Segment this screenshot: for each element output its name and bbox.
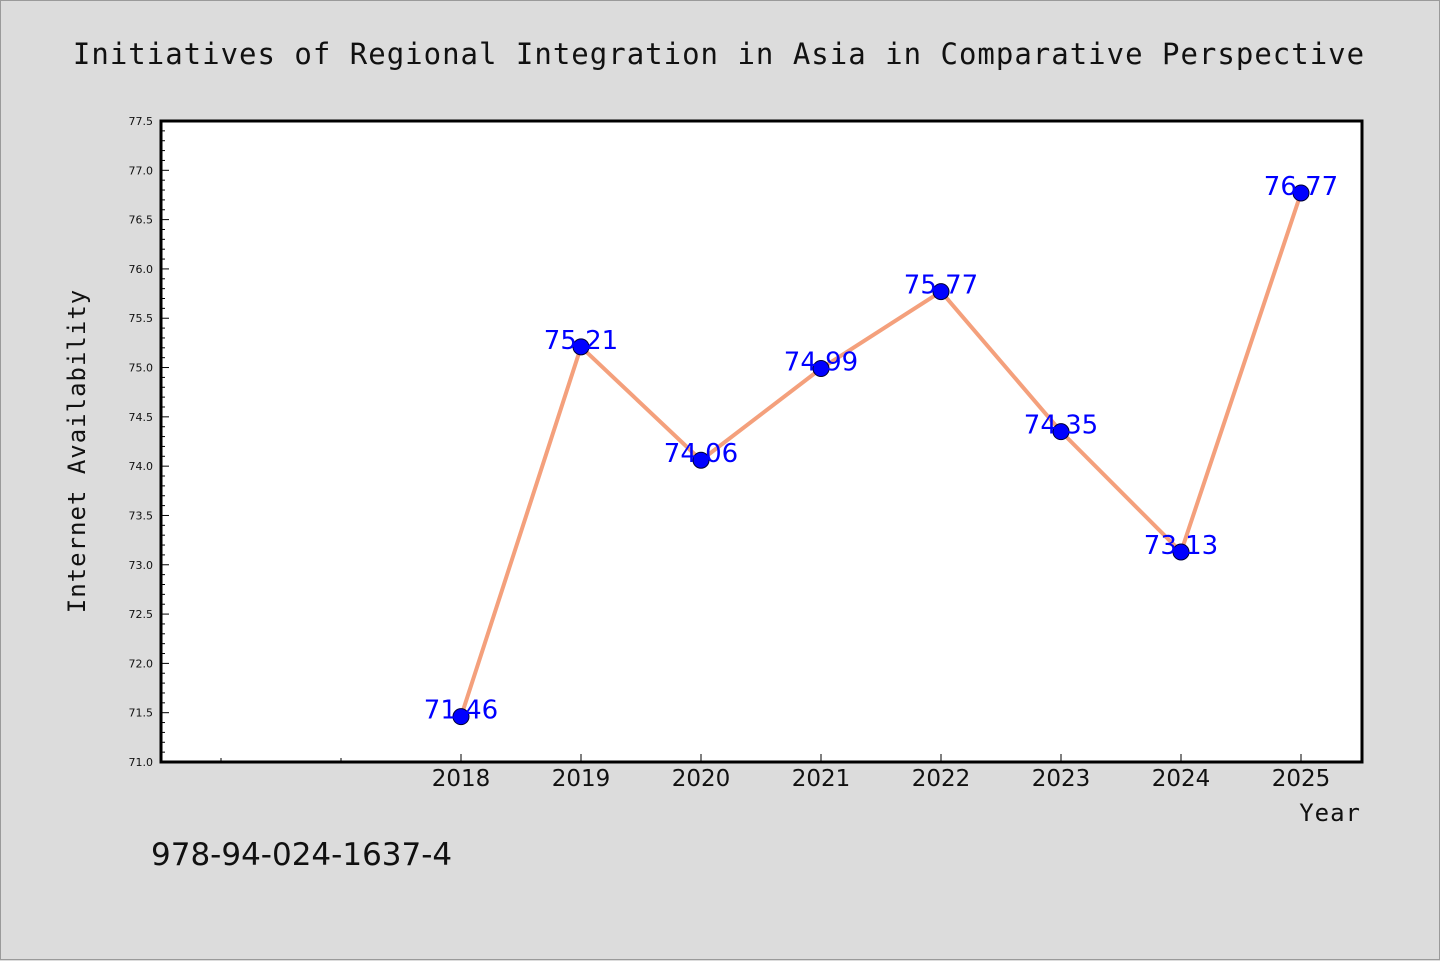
series-markers xyxy=(452,184,1310,726)
data-label: 73.13 xyxy=(1144,531,1218,561)
x-tick-label: 2021 xyxy=(792,766,851,792)
y-tick-label: 72.5 xyxy=(129,608,154,621)
data-label: 74.06 xyxy=(664,439,738,469)
data-point xyxy=(812,360,830,378)
data-point xyxy=(1292,184,1310,202)
y-tick-label: 76.0 xyxy=(129,263,154,276)
y-tick-label: 77.5 xyxy=(129,115,154,128)
y-tick-label: 72.0 xyxy=(129,657,154,670)
chart-title: Initiatives of Regional Integration in A… xyxy=(73,37,1365,71)
y-tick-label: 74.0 xyxy=(129,460,154,473)
x-tick-label: 2024 xyxy=(1152,766,1211,792)
x-axis: 2018 2019 2020 2021 2022 2023 2024 2025 xyxy=(220,754,1331,792)
y-tick-label: 73.5 xyxy=(129,509,154,522)
data-label: 75.77 xyxy=(904,271,978,301)
data-point xyxy=(932,283,950,301)
y-axis-title: Internet Availability xyxy=(63,289,91,613)
x-tick-label: 2019 xyxy=(552,766,611,792)
y-tick-label: 76.5 xyxy=(129,214,154,227)
y-tick-label: 71.5 xyxy=(129,707,154,720)
x-tick-label: 2018 xyxy=(432,766,491,792)
data-label: 74.35 xyxy=(1024,411,1098,441)
y-tick-label: 74.5 xyxy=(129,411,154,424)
x-tick-label: 2023 xyxy=(1032,766,1091,792)
x-tick-label: 2020 xyxy=(672,766,731,792)
x-tick-label: 2025 xyxy=(1272,766,1331,792)
y-tick-label: 77.0 xyxy=(129,164,154,177)
series-line xyxy=(459,192,1303,718)
y-tick-label: 73.0 xyxy=(129,559,154,572)
data-label: 71.46 xyxy=(424,696,498,726)
data-label: 74.99 xyxy=(784,348,858,378)
footer-code: 978-94-024-1637-4 xyxy=(151,837,452,873)
data-labels: 71.46 75.21 74.06 74.99 75.77 74.35 73.13 76.77 xyxy=(424,172,1338,726)
x-tick-label: 2022 xyxy=(912,766,971,792)
data-point xyxy=(1052,423,1070,441)
y-tick-label: 71.0 xyxy=(129,756,154,769)
y-tick-label: 75.0 xyxy=(129,362,154,375)
data-label: 76.77 xyxy=(1264,172,1338,202)
data-point xyxy=(1172,543,1190,561)
data-point xyxy=(452,708,470,726)
data-label: 75.21 xyxy=(544,326,618,356)
data-point xyxy=(572,338,590,356)
x-axis-title: Year xyxy=(1299,799,1361,827)
y-axis: 71.0 71.5 72.0 72.5 73.0 73.5 74.0 74.5 75.0 75.5… xyxy=(129,115,169,769)
data-point xyxy=(692,451,710,469)
y-tick-label: 75.5 xyxy=(129,312,154,325)
plot-area xyxy=(159,119,1364,764)
